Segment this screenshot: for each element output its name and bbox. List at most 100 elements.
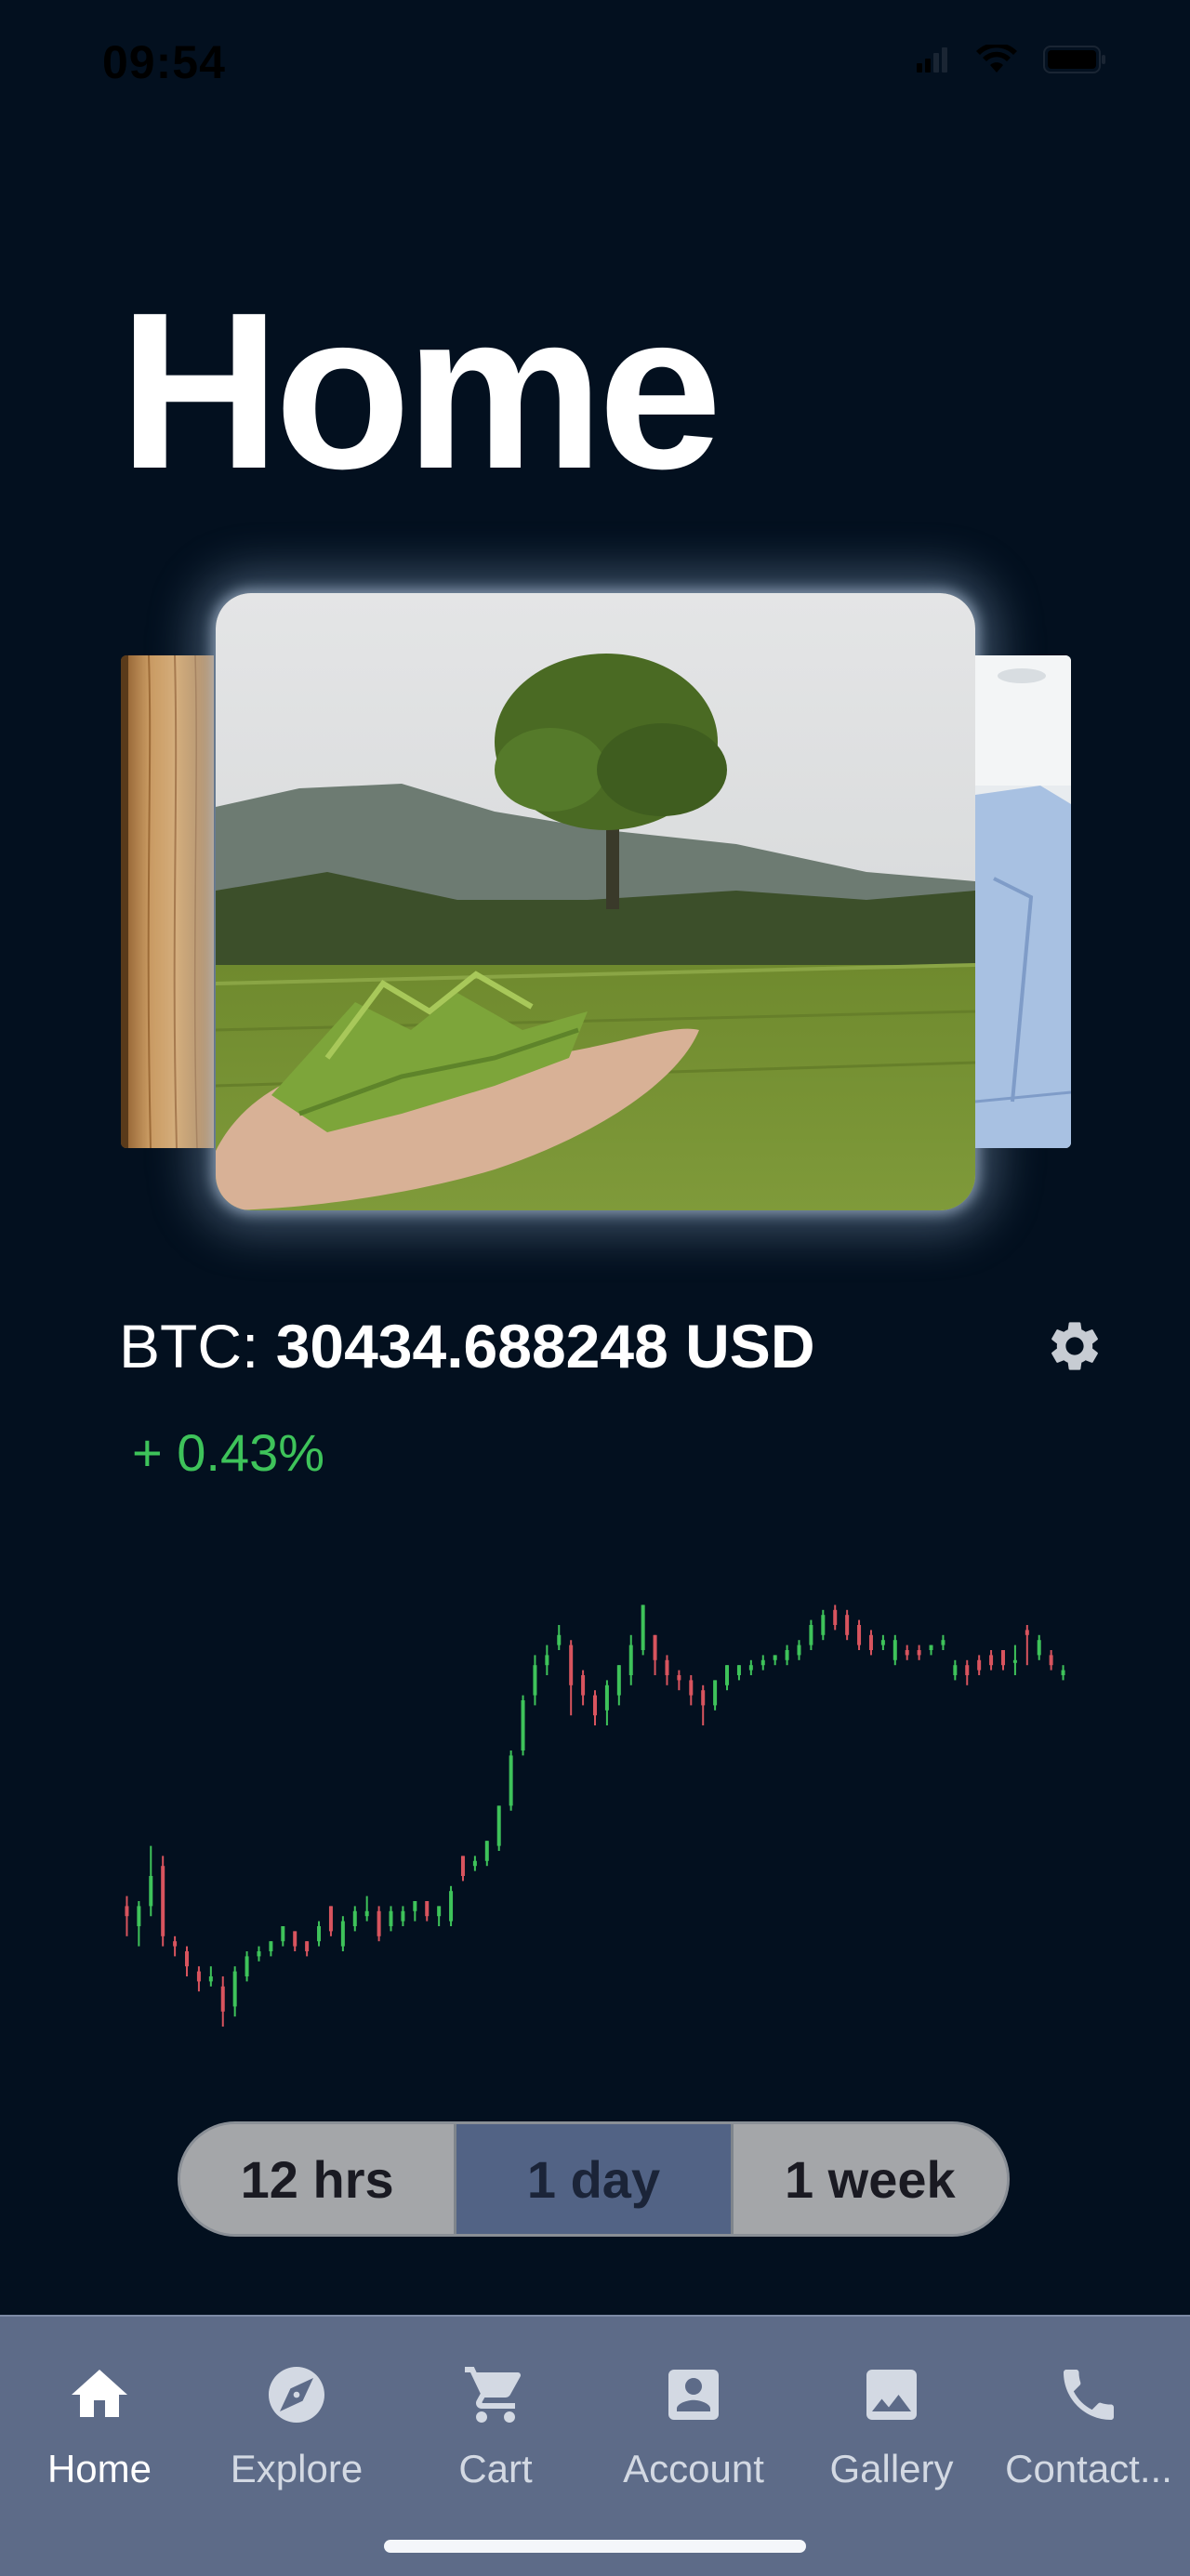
candle-body <box>929 1645 933 1650</box>
wifi-icon <box>976 45 1017 73</box>
candle-body <box>604 1684 609 1711</box>
candle-body <box>437 1906 442 1917</box>
cellular-signal-icon <box>917 47 947 73</box>
candle-body <box>340 1921 345 1947</box>
candle-body <box>797 1645 801 1656</box>
account-icon <box>668 2370 719 2420</box>
candle-body <box>665 1659 669 1675</box>
cart-icon <box>465 2367 522 2423</box>
candle-body <box>125 1906 129 1917</box>
candle-body <box>953 1665 958 1675</box>
candle-body <box>196 1971 201 1982</box>
candle-body <box>989 1655 994 1666</box>
candle-body <box>208 1976 213 1982</box>
candle-body <box>269 1941 273 1951</box>
candle-body <box>232 1971 237 2007</box>
carousel-card-next[interactable] <box>975 655 1071 1148</box>
candle-body <box>748 1665 753 1671</box>
tab-gallery[interactable]: Gallery <box>794 2361 989 2491</box>
status-bar: 09:54 <box>0 0 1190 139</box>
tab-contact[interactable]: Contact... <box>991 2361 1186 2491</box>
candle-body <box>1049 1655 1053 1666</box>
candle-body <box>941 1640 945 1645</box>
range-selector: 12 hrs 1 day 1 week <box>178 2121 1010 2237</box>
range-option-12h[interactable]: 12 hrs <box>180 2124 457 2234</box>
candle-body <box>328 1906 333 1932</box>
tab-label: Explore <box>230 2447 364 2490</box>
image-carousel[interactable] <box>0 586 1190 1218</box>
home-indicator <box>384 2540 806 2553</box>
candle-body <box>533 1665 537 1696</box>
gear-icon[interactable] <box>1045 1316 1104 1376</box>
candle-body <box>220 1986 225 2012</box>
candle-body <box>977 1659 982 1671</box>
candle-body <box>305 1941 310 1951</box>
candle-body <box>1037 1640 1041 1656</box>
candle-body <box>1012 1659 1017 1663</box>
page-title: Home <box>119 266 722 515</box>
price-text: BTC: 30434.688248 USD <box>119 1312 814 1380</box>
candle-body <box>281 1926 285 1942</box>
candle-body <box>1025 1630 1029 1635</box>
candle-body <box>593 1695 597 1716</box>
range-option-1d[interactable]: 1 day <box>456 2124 734 2234</box>
battery-icon <box>1043 46 1105 73</box>
range-option-1w[interactable]: 1 week <box>733 2124 1007 2234</box>
candle-body <box>641 1605 645 1650</box>
tab-bar: Home Explore Cart Account Gallery Contac… <box>0 2315 1190 2576</box>
candle-body <box>581 1675 586 1696</box>
lab-coat-photo <box>975 655 1071 1148</box>
candle-body <box>401 1910 405 1922</box>
phone-icon <box>1064 2370 1114 2420</box>
candle-body <box>293 1931 298 1947</box>
candle-body <box>569 1645 574 1685</box>
candle-body <box>845 1615 850 1635</box>
candle-body <box>785 1650 789 1660</box>
candle-body <box>137 1906 141 1926</box>
candle-body <box>161 1866 165 1936</box>
tab-label: Cart <box>458 2447 533 2490</box>
carousel-card-previous[interactable] <box>121 655 214 1148</box>
tab-account[interactable]: Account <box>596 2361 791 2491</box>
candle-body <box>725 1665 730 1685</box>
candle-body <box>616 1665 621 1696</box>
candle-body <box>509 1755 513 1806</box>
candle-body <box>713 1680 718 1706</box>
candle-body <box>425 1901 430 1917</box>
carousel-card-current[interactable] <box>216 593 975 1210</box>
candle-body <box>496 1805 501 1846</box>
candle-body <box>821 1615 826 1635</box>
tab-label: Contact... <box>1005 2447 1172 2490</box>
candle-body <box>880 1640 885 1645</box>
candle-body <box>760 1659 765 1666</box>
tab-cart[interactable]: Cart <box>398 2361 593 2491</box>
status-time: 09:54 <box>102 36 226 88</box>
candle-body <box>257 1951 261 1957</box>
tab-label: Home <box>46 2447 152 2490</box>
tab-explore[interactable]: Explore <box>199 2361 394 2491</box>
candle-body <box>773 1655 777 1660</box>
tab-label: Account <box>623 2447 764 2490</box>
price-currency: USD <box>668 1312 815 1380</box>
wood-photo <box>121 655 214 1148</box>
candle-body <box>317 1926 322 1942</box>
tea-field-photo <box>216 593 975 1210</box>
home-icon <box>72 2370 127 2417</box>
candle-body <box>245 1956 249 1976</box>
tab-home[interactable]: Home <box>2 2361 197 2491</box>
candle-body <box>965 1665 970 1675</box>
candle-body <box>449 1891 454 1922</box>
compass-icon <box>269 2367 324 2423</box>
price-value: 30434.688248 <box>275 1312 668 1380</box>
candle-body <box>352 1910 357 1926</box>
candle-body <box>689 1680 694 1696</box>
candle-body <box>389 1910 393 1926</box>
price-change: + 0.43% <box>132 1423 325 1482</box>
candle-body <box>557 1634 562 1645</box>
candle-body <box>460 1856 465 1876</box>
candle-body <box>149 1876 153 1907</box>
candle-body <box>833 1609 838 1625</box>
candle-body <box>521 1700 525 1750</box>
candle-body <box>185 1951 190 1967</box>
price-row: BTC: 30434.688248 USD <box>119 1309 1104 1383</box>
